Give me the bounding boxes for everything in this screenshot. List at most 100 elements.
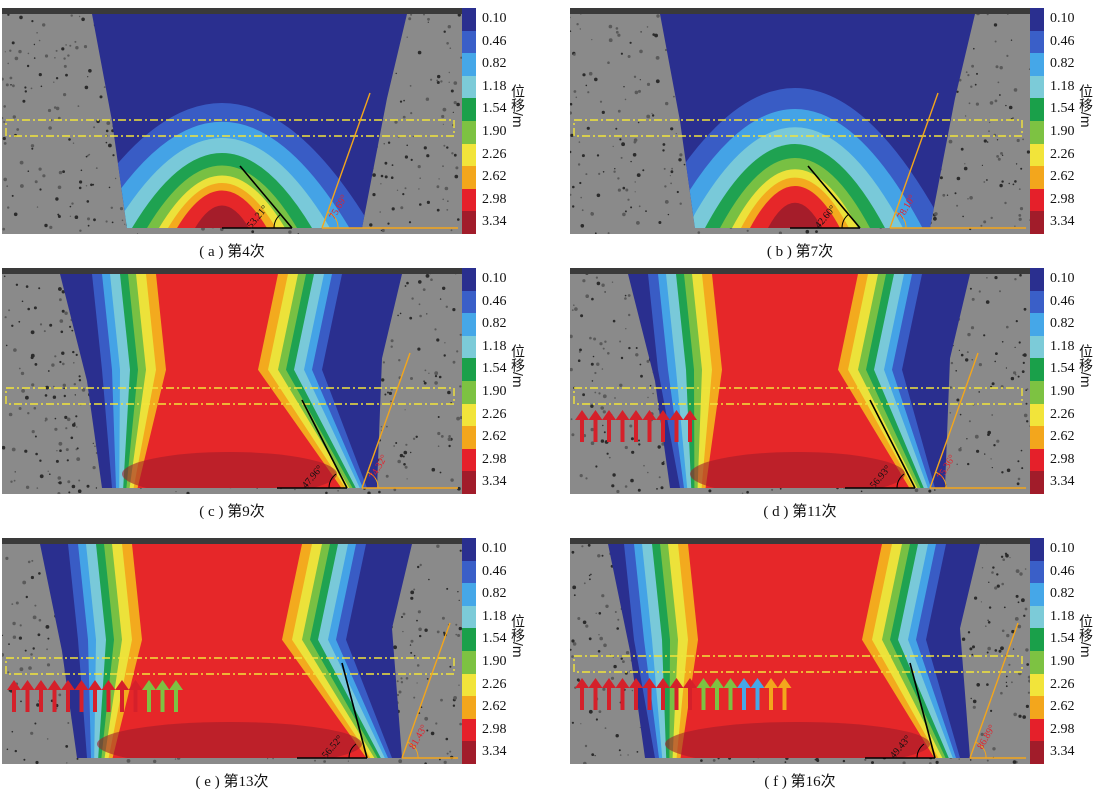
legend-tick-label: 1.90 [482, 654, 507, 669]
displacement-map: 53.21° 75.69° [2, 8, 462, 234]
fracture-line [909, 662, 936, 759]
legend-swatch [1030, 313, 1044, 337]
stress-arrow [737, 678, 751, 710]
stress-arrow [88, 680, 102, 712]
legend-swatch [1030, 8, 1044, 32]
legend-swatch [1030, 538, 1044, 562]
legend-unit: 位移/m [510, 614, 526, 658]
legend-tick-label: 0.46 [482, 563, 507, 579]
legend-unit: 位移/m [510, 84, 526, 128]
legend-swatch [1030, 30, 1044, 54]
legend-tick-label: 3.34 [1050, 744, 1075, 760]
legend-tick-label: 3.34 [482, 474, 507, 490]
stress-arrow [615, 678, 630, 710]
monitoring-line [5, 119, 455, 137]
legend-swatch [1030, 741, 1044, 765]
legend-unit: 位移/m [1078, 84, 1094, 128]
legend-swatch [462, 313, 476, 337]
angle-arc [916, 743, 925, 759]
displacement-map: 56.52° 81.43° [2, 538, 462, 764]
stress-arrow [683, 410, 697, 442]
stress-arrow [34, 680, 48, 712]
stress-arrow [642, 678, 657, 710]
arrow-group [575, 678, 792, 710]
stress-arrow [629, 410, 643, 442]
legend-swatch [1030, 448, 1044, 472]
arrow-group [575, 410, 697, 442]
legend-tick-label: 1.90 [1050, 654, 1075, 669]
legend-tick-label: 0.46 [1050, 563, 1075, 579]
stress-arrow [723, 678, 738, 710]
legend-unit: 位移/m [1078, 344, 1094, 388]
legend-swatch [462, 426, 476, 450]
legend-tick-label: 1.90 [482, 384, 507, 399]
boundary-arc [974, 741, 987, 759]
legend-tick-label: 2.62 [482, 169, 507, 185]
stress-arrow [61, 680, 75, 712]
fracture-line [869, 399, 916, 489]
boundary-line [401, 622, 451, 759]
legend-swatch [1030, 403, 1044, 427]
legend-swatch [462, 8, 476, 32]
stress-arrow [602, 678, 616, 710]
panel-caption: ( d ) 第11次 [763, 504, 837, 520]
legend-swatch [462, 98, 476, 122]
stress-arrow [656, 678, 670, 710]
stress-arrow [128, 680, 143, 712]
boundary-line [889, 92, 939, 229]
stress-arrow [750, 678, 765, 710]
legend-tick-label: 0.10 [1050, 11, 1075, 26]
legend-swatch [1030, 143, 1044, 167]
boundary-arc [934, 471, 947, 489]
displacement-map: 42.60° 78.10° [570, 8, 1030, 234]
stress-arrow [7, 680, 21, 712]
boundary-line [969, 622, 1019, 759]
legend-swatch [462, 381, 476, 405]
legend-tick-label: 1.90 [482, 124, 507, 139]
displacement-contours [92, 103, 372, 228]
stress-arrow [575, 678, 589, 710]
stress-arrow [642, 410, 657, 442]
color-legend: 0.10 0.46 0.82 1.18 1.54 1.90 2.26 2.62 2.98 3.34… [1030, 8, 1096, 238]
stress-arrow [710, 678, 724, 710]
boundary-line [361, 352, 411, 489]
legend-tick-label: 1.54 [482, 101, 507, 117]
legend-tick-label: 2.98 [1050, 191, 1075, 207]
legend-tick-label: 0.10 [482, 271, 507, 286]
color-legend: 0.10 0.46 0.82 1.18 1.54 1.90 2.26 2.62 2.98 3.34… [462, 538, 528, 768]
legend-tick-label: 3.34 [1050, 474, 1075, 490]
legend-swatch [1030, 605, 1044, 629]
displacement-map: 49.43° 86.89° [570, 538, 1030, 764]
fracture-line [301, 399, 348, 489]
fracture-line [807, 165, 861, 229]
legend-tick-label: 0.46 [1050, 293, 1075, 309]
legend-swatch [1030, 628, 1044, 652]
legend-tick-label: 0.46 [1050, 33, 1075, 49]
legend-tick-label: 1.18 [1050, 338, 1075, 354]
legend-swatch [462, 651, 476, 675]
max-displacement-zone [97, 722, 362, 758]
angle-arc [348, 743, 357, 759]
legend-unit: 位移/m [510, 344, 526, 388]
legend-swatch [1030, 290, 1044, 314]
legend-tick-label: 1.54 [1050, 101, 1075, 117]
legend-tick-label: 0.10 [1050, 271, 1075, 286]
legend-swatch [462, 696, 476, 720]
legend-tick-label: 2.98 [1050, 451, 1075, 467]
angle-arc [328, 473, 337, 489]
angle-arc [841, 213, 850, 229]
legend-swatch [462, 268, 476, 292]
legend-tick-label: 0.10 [482, 541, 507, 556]
legend-tick-label: 1.54 [482, 631, 507, 647]
legend-swatch [1030, 471, 1044, 495]
legend-tick-label: 2.26 [1050, 406, 1075, 422]
legend-swatch [1030, 166, 1044, 190]
legend-tick-label: 1.54 [482, 361, 507, 377]
stress-arrow [588, 410, 603, 442]
monitoring-line [573, 655, 1023, 673]
legend-swatch [462, 718, 476, 742]
legend-tick-label: 1.54 [1050, 631, 1075, 647]
color-legend: 0.10 0.46 0.82 1.18 1.54 1.90 2.26 2.62 2.98 3.34… [1030, 538, 1096, 768]
legend-swatch [462, 741, 476, 765]
panel-caption: ( c ) 第9次 [199, 504, 265, 520]
